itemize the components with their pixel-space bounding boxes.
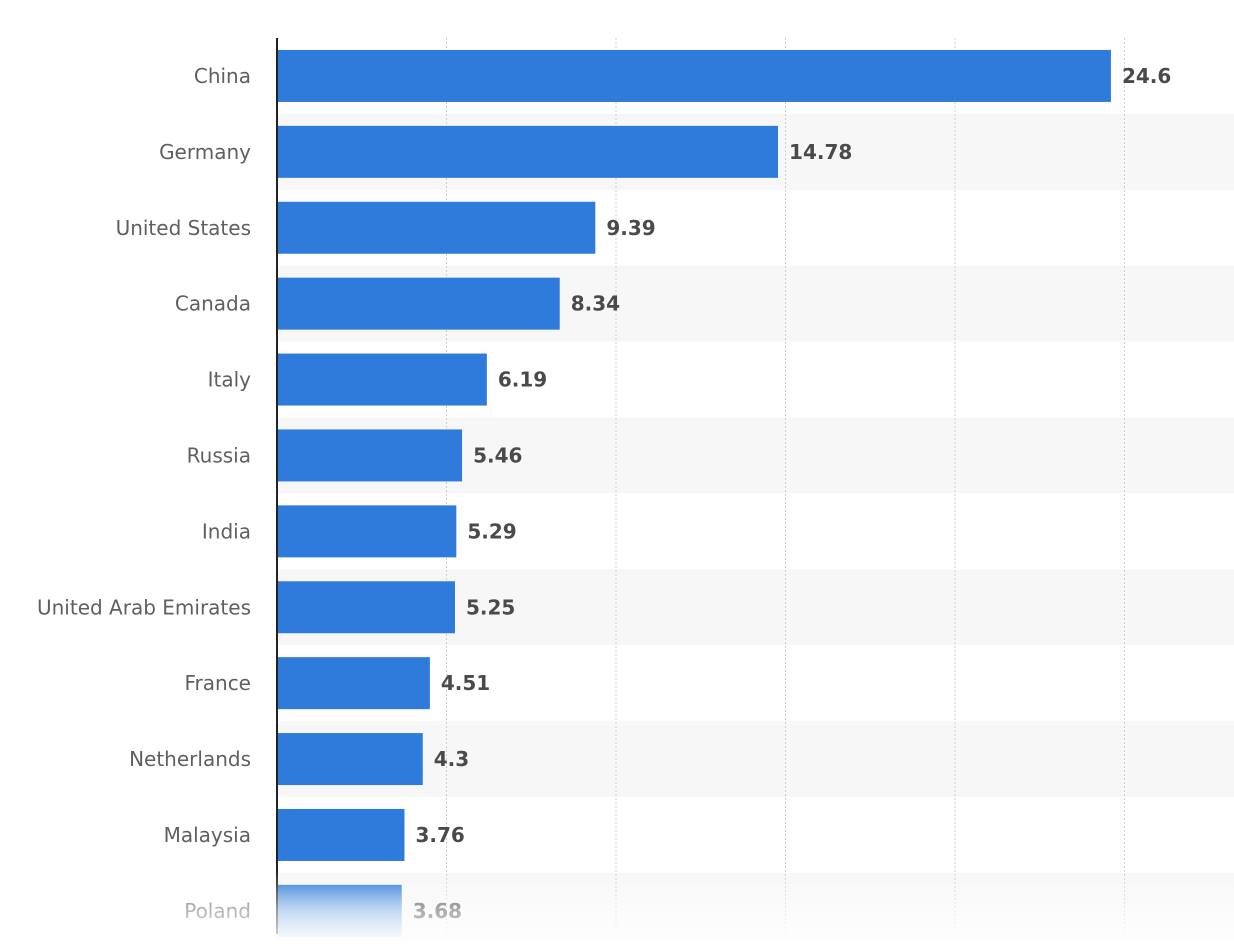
category-label: United Arab Emirates [37, 595, 251, 619]
category-label: United States [116, 216, 251, 240]
bar-india[interactable] [277, 505, 457, 558]
row-stripe [277, 721, 1234, 797]
bar-germany[interactable] [277, 125, 779, 178]
bar-italy[interactable] [277, 353, 487, 406]
value-label: 5.29 [467, 519, 516, 543]
bars [277, 49, 1111, 937]
bar-malaysia[interactable] [277, 808, 405, 861]
value-label: 4.51 [441, 671, 490, 695]
category-label: Germany [159, 140, 251, 164]
bar-canada[interactable] [277, 277, 560, 330]
value-label: 3.68 [413, 899, 462, 923]
category-label: Malaysia [164, 823, 251, 847]
gridlines [446, 38, 1125, 934]
value-label: 5.46 [473, 443, 522, 467]
category-label: Canada [175, 292, 251, 316]
bar-china[interactable] [277, 49, 1111, 102]
value-label: 9.39 [606, 216, 655, 240]
value-label: 24.6 [1122, 64, 1171, 88]
bar-netherlands[interactable] [277, 733, 423, 786]
bar-united-states[interactable] [277, 201, 596, 254]
value-label: 14.78 [789, 140, 852, 164]
category-label: Italy [208, 368, 252, 392]
category-label: India [202, 519, 251, 543]
category-labels: China Germany United States Canada Italy Russ… [37, 64, 251, 923]
category-label: Russia [187, 443, 251, 467]
category-label: Poland [184, 899, 251, 923]
bar-russia[interactable] [277, 429, 463, 482]
bar-poland[interactable] [277, 884, 402, 937]
category-label: Netherlands [129, 747, 251, 771]
value-label: 4.3 [434, 747, 469, 771]
category-label: China [194, 64, 251, 88]
value-label: 6.19 [498, 368, 547, 392]
value-label: 8.34 [571, 292, 620, 316]
value-label: 3.76 [415, 823, 464, 847]
category-label: France [184, 671, 251, 695]
value-label: 5.25 [466, 595, 515, 619]
bar-france[interactable] [277, 657, 430, 710]
bar-united-arab-emirates[interactable] [277, 581, 455, 634]
